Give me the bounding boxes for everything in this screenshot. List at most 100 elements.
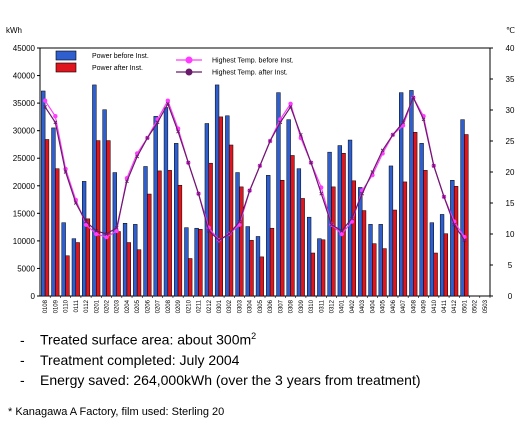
point-temp-after [206,229,211,233]
legend-marker [185,56,193,64]
x-axis-tick-label: 0501 [462,299,468,313]
left-axis-tick-label: 40000 [13,72,36,81]
right-axis-tick-label: 15 [506,199,515,208]
x-axis-tick-label: 0209 [176,299,182,313]
legend-temp-before: Highest Temp. before Inst. [176,56,294,65]
bar-power-before [122,223,128,297]
legend-label: Power after Inst. [92,65,143,72]
x-axis-tick-label: 0308 [289,299,295,313]
legend-power-after: Power after Inst. [55,62,143,73]
point-temp-after [339,229,344,233]
treatment-notes: - Treated surface area: about 300m2 - Trea… [20,326,421,390]
bar-power-after [198,229,203,297]
bar-power-before [163,107,169,297]
x-axis-tick-label: 0403 [360,299,366,313]
point-temp-after [431,163,436,168]
bar-power-before [51,127,56,297]
bar-power-before [266,175,271,297]
x-axis-tick-label: 0111 [74,299,80,312]
bar-power-before [92,84,97,297]
point-temp-after [43,105,47,109]
bar-power-before [358,187,363,297]
right-axis-tick-label: 5 [508,261,513,270]
bar-power-before [112,172,117,297]
x-axis-tick-label: 0404 [370,299,376,313]
point-temp-after [278,120,283,125]
point-temp-after [227,232,232,236]
bar-power-after [259,256,264,297]
bar-power-before [61,222,66,297]
point-temp-after [442,194,446,199]
point-temp-before [165,98,171,103]
x-axis-tick-label: 0306 [268,299,274,313]
right-axis-unit: ℃ [506,26,515,35]
bar-power-after [167,170,172,297]
bar-power-after [218,116,224,297]
point-temp-before [42,98,48,103]
bar-power-before [429,222,435,297]
bar-power-before [460,119,465,297]
point-temp-after [165,101,170,106]
note-text: Treatment completed: July 2004 [40,351,240,368]
bar-power-after [239,186,244,297]
legend-temp-after: Highest Temp. after Inst. [176,68,288,77]
bar-power-before [41,90,46,297]
bar-power-after [44,139,50,297]
point-temp-after [268,139,272,143]
x-axis-tick-label: 0411 [442,299,448,313]
bar-power-after [392,209,397,297]
point-temp-before [288,101,293,107]
point-temp-after [114,225,119,230]
bar-power-before [102,109,107,297]
x-axis-tick-label: 0304 [248,299,254,313]
right-axis-tick-label: 20 [506,168,515,177]
x-axis-tick-label: 0407 [401,299,407,313]
right-axis-tick-label: 0 [508,292,513,301]
bar-power-after [85,218,91,297]
bar-power-before [225,115,230,297]
legend-marker [185,68,193,76]
bar-power-after [321,239,326,297]
bar-power-before [133,224,138,297]
left-axis-unit: kWh [6,26,22,35]
point-temp-after [401,120,405,125]
bar-power-after [413,132,418,297]
x-axis-tick-label: 0408 [411,299,417,313]
x-axis-tick-label: 0303 [237,299,243,313]
x-axis-tick-label: 0203 [115,299,121,313]
x-axis-tick-label: 0205 [135,299,141,313]
point-temp-after [309,160,313,165]
point-temp-after [319,191,324,196]
legend-label: Power before Inst. [92,53,149,60]
bar-power-before [450,180,455,297]
bar-power-before [204,123,210,297]
left-axis-tick-label: 30000 [13,127,36,136]
legend: Power before Inst. Power after Inst. Highe… [55,50,294,77]
x-axis-tick-label: 0405 [381,299,387,313]
x-axis-tick-label: 0112 [84,299,90,313]
x-axis-tick-label: 0208 [166,299,172,313]
point-temp-after [350,216,354,221]
point-temp-after [452,222,457,227]
point-temp-after [421,117,426,122]
x-axis-tick-label: 0307 [278,299,284,313]
note-dash: - [20,371,25,388]
x-axis-tick-label: 0210 [186,299,192,313]
left-axis-tick-label: 0 [31,292,36,301]
point-temp-before [53,114,58,119]
x-axis-tick-label: 0201 [94,299,100,313]
bar-power-before [296,168,302,297]
bar-power-after [341,153,346,297]
left-axis-tick-label: 35000 [13,99,36,108]
bar-power-after [372,243,377,297]
left-axis-tick-label: 10000 [13,237,36,246]
note-text: Treated surface area: about 300m [40,331,252,348]
bar-power-before [255,236,261,297]
legend-label: Highest Temp. before Inst. [212,58,294,65]
point-temp-after [298,132,303,137]
point-temp-after [360,191,365,196]
bar-power-after [136,249,142,297]
point-temp-after [247,188,252,193]
point-temp-after [125,179,129,184]
x-axis-tick-label: 0301 [217,299,223,313]
